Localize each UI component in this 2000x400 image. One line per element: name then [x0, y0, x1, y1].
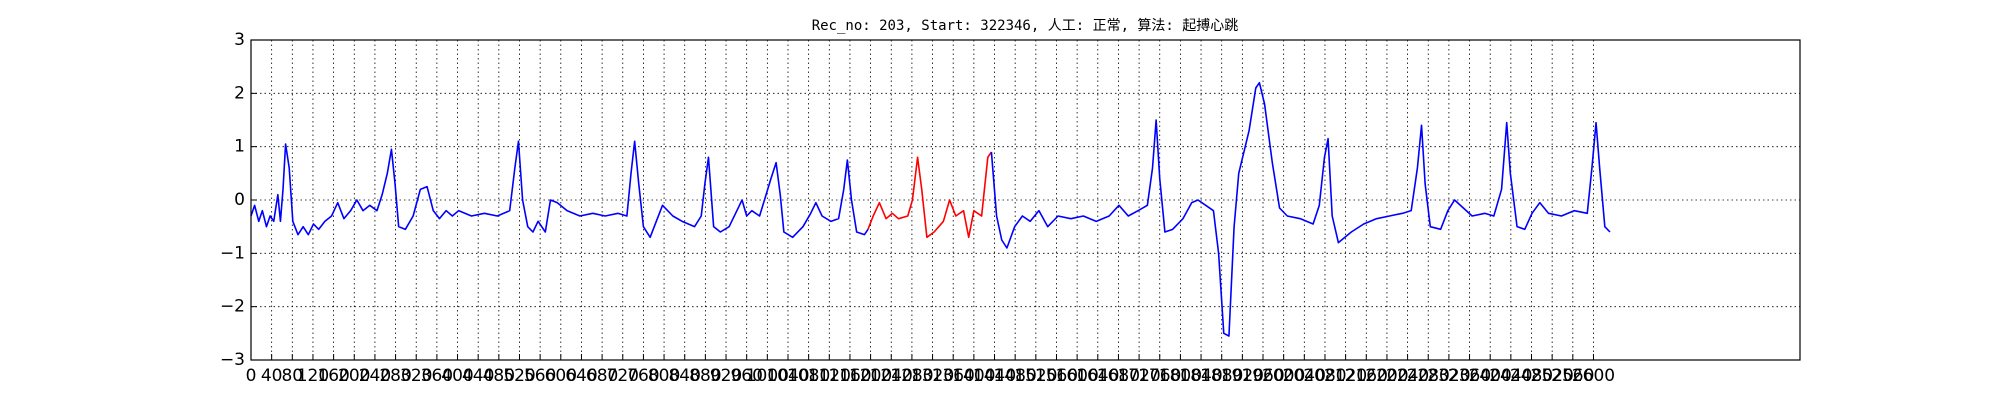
x-tick-label: 1920 — [1221, 366, 1264, 386]
x-tick-label: 1000 — [746, 366, 789, 386]
x-tick-label: 360 — [421, 366, 453, 386]
y-tick-label: −1 — [220, 243, 245, 263]
x-tick-label: 2520 — [1531, 366, 1574, 386]
x-tick-label: 1760 — [1138, 366, 1181, 386]
series-line — [867, 151, 993, 239]
x-tick-label: 120 — [297, 366, 329, 386]
y-tick-label: 1 — [234, 137, 245, 157]
x-tick-label: 800 — [648, 366, 680, 386]
x-tick-label: 1480 — [994, 366, 1037, 386]
x-tick-label: 760 — [627, 366, 659, 386]
x-tick-label: 1240 — [870, 366, 913, 386]
x-tick-label: 2000 — [1262, 366, 1305, 386]
x-tick-label: 1080 — [787, 366, 830, 386]
x-tick-label: 2160 — [1345, 366, 1388, 386]
x-tick-label: 2400 — [1469, 366, 1512, 386]
x-tick-label: 1520 — [1014, 366, 1057, 386]
x-tick-label: 880 — [689, 366, 721, 386]
x-tick-label: 920 — [710, 366, 742, 386]
x-tick-label: 2280 — [1407, 366, 1450, 386]
y-tick-label: −3 — [220, 350, 245, 370]
x-tick-label: 400 — [441, 366, 473, 386]
x-tick-label: 1720 — [1117, 366, 1160, 386]
x-tick-label: 2440 — [1489, 366, 1532, 386]
x-tick-label: 1440 — [973, 366, 1016, 386]
x-tick-label: 2200 — [1365, 366, 1408, 386]
x-tick-label: 2240 — [1386, 366, 1429, 386]
y-tick-label: 3 — [234, 30, 245, 50]
series-line — [250, 140, 869, 239]
x-tick-label: 2320 — [1427, 366, 1470, 386]
x-tick-label: 960 — [730, 366, 762, 386]
x-tick-label: 2360 — [1448, 366, 1491, 386]
x-tick-label: 680 — [586, 366, 618, 386]
series-line — [990, 81, 1611, 337]
x-tick-label: 1800 — [1159, 366, 1202, 386]
x-tick-label: 1040 — [766, 366, 809, 386]
y-tick-label: −2 — [220, 297, 245, 317]
x-tick-label: 600 — [545, 366, 577, 386]
x-tick-label: 1200 — [849, 366, 892, 386]
x-tick-label: 560 — [524, 366, 556, 386]
x-tick-label: 1360 — [932, 366, 975, 386]
x-tick-label: 2080 — [1303, 366, 1346, 386]
x-tick-label: 1840 — [1179, 366, 1222, 386]
x-tick-label: 1160 — [828, 366, 871, 386]
x-tick-label: 1320 — [911, 366, 954, 386]
x-tick-label: 40 — [261, 366, 283, 386]
x-tick-label: 1400 — [952, 366, 995, 386]
x-tick-label: 480 — [483, 366, 515, 386]
y-tick-label: 0 — [234, 190, 245, 210]
x-tick-label: 1600 — [1056, 366, 1099, 386]
x-tick-label: 1960 — [1241, 366, 1284, 386]
x-tick-label: 2480 — [1510, 366, 1553, 386]
plot-frame — [250, 39, 1801, 361]
x-tick-label: 640 — [565, 366, 597, 386]
x-tick-label: 320 — [400, 366, 432, 386]
x-tick-label: 1640 — [1076, 366, 1119, 386]
x-tick-label: 1880 — [1200, 366, 1243, 386]
x-tick-label: 1280 — [890, 366, 933, 386]
x-tick-label: 240 — [359, 366, 391, 386]
x-tick-label: 840 — [668, 366, 700, 386]
x-tick-label: 160 — [317, 366, 349, 386]
x-tick-label: 80 — [281, 366, 303, 386]
x-tick-label: 2600 — [1572, 366, 1615, 386]
x-tick-label: 2040 — [1283, 366, 1326, 386]
x-tick-label: 2120 — [1324, 366, 1367, 386]
x-tick-label: 280 — [379, 366, 411, 386]
x-tick-label: 1680 — [1097, 366, 1140, 386]
x-tick-label: 1120 — [808, 366, 851, 386]
x-tick-label: 440 — [462, 366, 494, 386]
x-tick-label: 520 — [503, 366, 535, 386]
y-tick-label: 2 — [234, 83, 245, 103]
x-tick-label: 200 — [338, 366, 370, 386]
x-tick-label: 1560 — [1035, 366, 1078, 386]
x-tick-label: 0 — [246, 366, 257, 386]
x-tick-label: 720 — [607, 366, 639, 386]
x-tick-label: 2560 — [1551, 366, 1594, 386]
chart-title: Rec_no: 203, Start: 322346, 人工: 正常, 算法: … — [812, 17, 1239, 34]
